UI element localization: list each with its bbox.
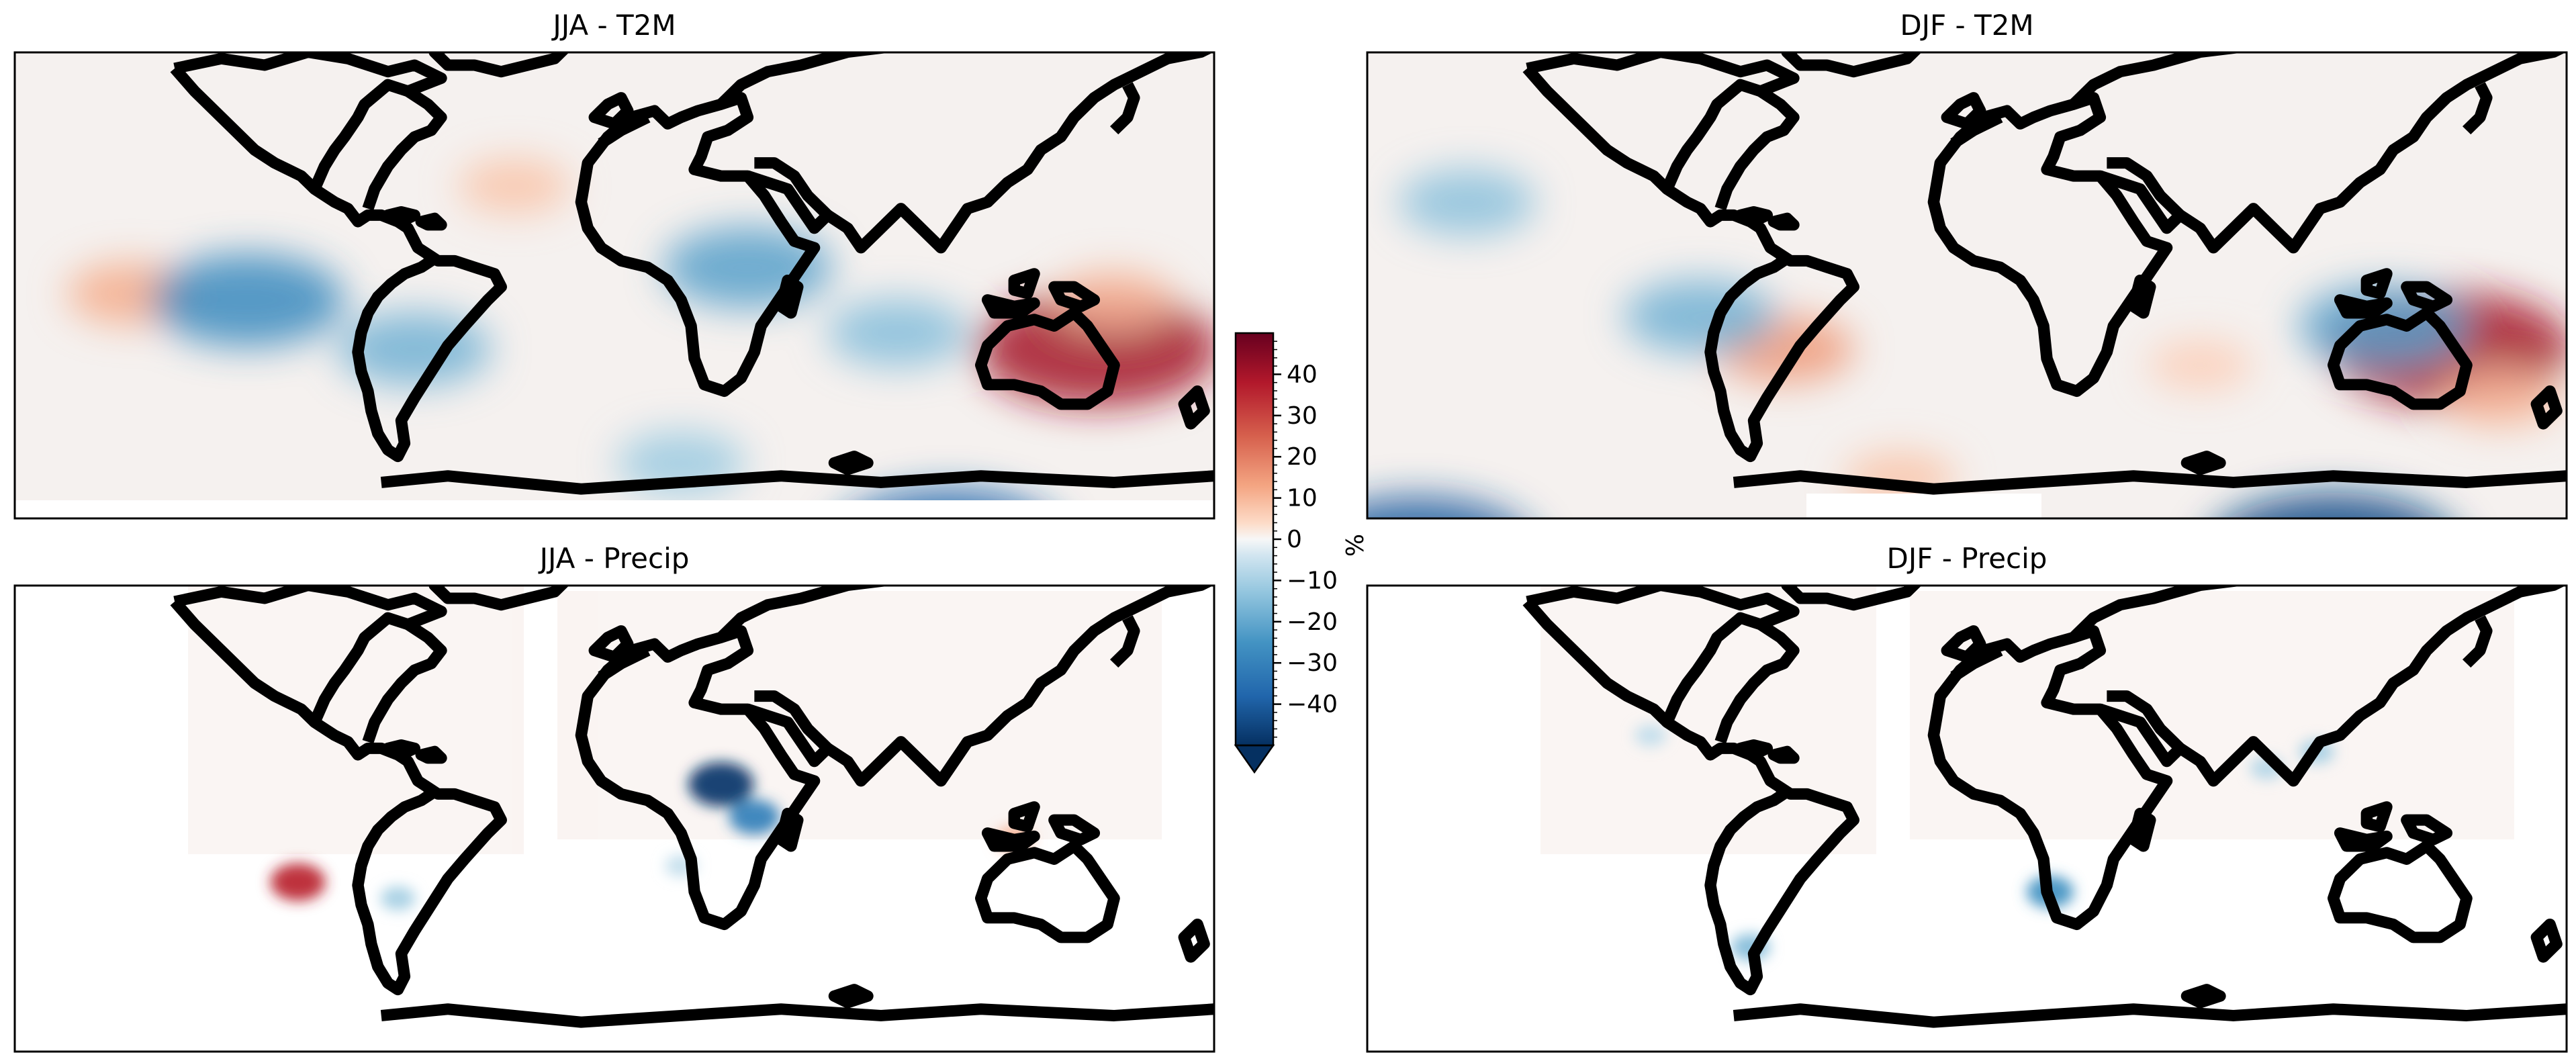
anomaly-mark-djf-t2m-3 <box>1624 279 1778 354</box>
anomaly-mark-jja-precip-5 <box>270 863 326 901</box>
colorbar-tick-label: −30 <box>1287 649 1338 677</box>
frame-djf-t2m <box>1366 51 2568 520</box>
frame-djf-precip <box>1366 584 2568 1053</box>
field-jja-t2m <box>66 158 1214 518</box>
panel-djf-t2m: DJF - T2M <box>1366 9 2568 520</box>
panel-title-djf-t2m: DJF - T2M <box>1900 9 2033 42</box>
colorbar-tick-label: 10 <box>1287 485 1318 512</box>
anomaly-mark-djf-t2m-0 <box>1367 496 1512 518</box>
colorbar-tick-label: 0 <box>1287 526 1302 553</box>
colorbar-gradient <box>1236 333 1273 745</box>
panel-title-jja-precip: JJA - Precip <box>538 542 690 575</box>
panel-title-jja-t2m: JJA - T2M <box>551 9 676 42</box>
colorbar-tick-label: 40 <box>1287 361 1318 388</box>
anomaly-mark-jja-precip-1 <box>729 799 780 835</box>
colorbar-tick-label: 30 <box>1287 402 1318 430</box>
panel-jja-t2m: JJA - T2M <box>13 9 1215 520</box>
colorbar-tick-label: −40 <box>1287 691 1338 719</box>
land-tint-jja-precip <box>188 586 1162 854</box>
anomaly-mark-jja-t2m-4 <box>827 298 968 367</box>
frame-jja-precip <box>13 584 1215 1053</box>
anomaly-mark-djf-t2m-9 <box>2439 368 2561 428</box>
anomaly-mark-djf-precip-3 <box>1635 724 1667 747</box>
anomaly-mark-jja-t2m-1 <box>151 253 345 347</box>
colorbar: 40 30 20 10 0 −10 −20 −30 −40 % <box>1234 332 1369 774</box>
anomaly-mark-jja-t2m-8 <box>458 158 571 214</box>
panel-jja-precip: JJA - Precip <box>13 542 1215 1053</box>
anomaly-mark-jja-precip-0 <box>688 761 754 807</box>
colorbar-extend-min <box>1234 744 1275 774</box>
panel-djf-precip: DJF - Precip <box>1366 542 2568 1053</box>
anomaly-mark-jja-t2m-2 <box>338 312 492 386</box>
land-tint-djf-precip <box>1540 586 2514 854</box>
colorbar-tick-label: −10 <box>1287 567 1338 594</box>
anomaly-mark-djf-t2m-1 <box>2228 492 2438 518</box>
colorbar-tick-label: −20 <box>1287 608 1338 636</box>
anomaly-mark-djf-t2m-6 <box>1398 169 1536 236</box>
anomaly-mark-djf-t2m-8 <box>2148 339 2253 391</box>
anomaly-mark-jja-precip-2 <box>380 886 416 911</box>
colorbar-tick-label: 20 <box>1287 443 1318 471</box>
panel-title-djf-precip: DJF - Precip <box>1887 542 2048 575</box>
frame-jja-t2m <box>13 51 1215 520</box>
colorbar-label: % <box>1342 534 1369 557</box>
colorbar-ticks: 40 30 20 10 0 −10 −20 −30 −40 <box>1273 340 1338 738</box>
